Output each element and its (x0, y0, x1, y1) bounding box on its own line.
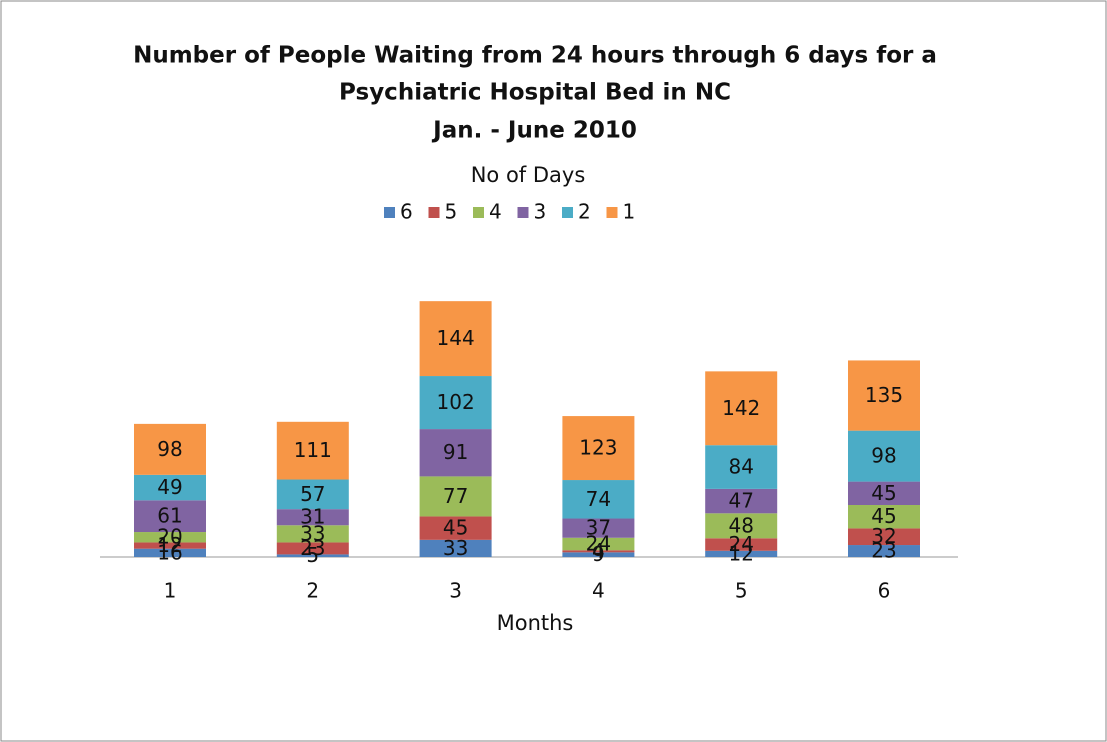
bar-segment (562, 480, 635, 519)
data-label: 45 (871, 481, 896, 505)
bar-segment (276, 554, 349, 557)
data-label: 23 (871, 539, 896, 563)
bar-segment (705, 488, 778, 514)
data-label: 32 (871, 524, 896, 548)
data-label: 5 (306, 543, 319, 567)
data-label: 23 (300, 536, 325, 560)
data-label: 45 (871, 504, 896, 528)
bar-segment (276, 421, 349, 480)
x-tick-label: 4 (592, 579, 605, 603)
bar-segment (562, 537, 635, 551)
data-label: 102 (437, 390, 475, 414)
bar-segment (848, 430, 920, 482)
data-label: 4 (592, 539, 605, 563)
legend-swatch (606, 207, 618, 218)
data-label: 91 (443, 440, 468, 464)
bar-segment (276, 479, 349, 510)
data-label: 24 (728, 532, 753, 556)
bar-segment (848, 505, 920, 529)
data-label: 57 (300, 482, 325, 506)
bar-segment (848, 545, 920, 557)
x-tick-label: 6 (878, 579, 891, 603)
data-label: 12 (157, 533, 182, 557)
bar-segment (276, 542, 349, 555)
legend-title: No of Days (471, 163, 586, 187)
bar-segment (134, 542, 206, 549)
data-label: 45 (443, 516, 468, 540)
data-label: 111 (294, 438, 332, 462)
bar-segment (848, 528, 920, 546)
bar-segment (419, 516, 492, 540)
data-label: 16 (157, 540, 182, 564)
x-tick-label: 5 (735, 579, 748, 603)
data-label: 33 (443, 536, 468, 560)
data-label: 49 (157, 475, 182, 499)
legend-swatch (384, 207, 395, 218)
bar-segment (562, 552, 635, 557)
data-label: 33 (300, 521, 325, 545)
bar-segment (562, 518, 635, 538)
bar-segment (134, 532, 206, 543)
data-label: 77 (443, 484, 468, 508)
data-label: 142 (722, 396, 760, 420)
data-label: 47 (728, 489, 753, 513)
data-label: 84 (728, 455, 753, 479)
bar-segment (419, 301, 492, 377)
bar-segment (705, 445, 778, 489)
legend-label: 4 (489, 200, 502, 224)
bar-segment (705, 550, 778, 557)
chart-title: Psychiatric Hospital Bed in NC (339, 80, 731, 106)
legend-swatch (562, 207, 573, 218)
legend-swatch (428, 207, 440, 218)
bar-segment (562, 416, 635, 481)
x-axis-label: Months (497, 611, 574, 635)
data-label: 37 (586, 516, 611, 540)
bar-segment (705, 513, 778, 539)
legend-swatch (517, 207, 529, 218)
bar-segment (134, 548, 206, 557)
data-label: 24 (586, 532, 611, 556)
bar-segment (134, 474, 206, 501)
legend-label: 3 (534, 200, 547, 224)
data-label: 123 (579, 436, 617, 460)
bar-segment (419, 376, 492, 430)
data-label: 20 (157, 525, 182, 549)
bar-segment (705, 371, 778, 446)
bar-segment (419, 429, 492, 477)
chart-title: Jan. - June 2010 (431, 118, 637, 144)
data-label: 98 (871, 444, 896, 468)
x-tick-label: 2 (306, 579, 319, 603)
bar-segment (705, 538, 778, 551)
legend-label: 5 (445, 200, 458, 224)
data-label: 12 (728, 541, 753, 565)
bar-segment (134, 423, 206, 475)
x-tick-label: 1 (164, 579, 177, 603)
x-tick-label: 3 (449, 579, 462, 603)
bar-segment (419, 539, 492, 557)
bar-segment (134, 500, 206, 533)
legend-swatch (473, 207, 484, 218)
data-label: 9 (592, 542, 605, 566)
data-label: 135 (865, 383, 903, 407)
data-label: 31 (300, 505, 325, 529)
bar-segment (419, 476, 492, 517)
data-label: 61 (157, 504, 182, 528)
bar-segment (848, 481, 920, 505)
chart-title: Number of People Waiting from 24 hours t… (133, 43, 937, 69)
bar-segment (276, 509, 349, 526)
legend-label: 6 (400, 200, 413, 224)
data-label: 48 (728, 513, 753, 537)
bar-segment (562, 550, 635, 553)
legend-label: 1 (623, 200, 636, 224)
bar-segment (276, 525, 349, 543)
legend-label: 2 (578, 200, 591, 224)
data-label: 98 (157, 437, 182, 461)
data-label: 144 (437, 326, 475, 350)
data-label: 74 (586, 487, 611, 511)
bar-segment (848, 360, 920, 431)
